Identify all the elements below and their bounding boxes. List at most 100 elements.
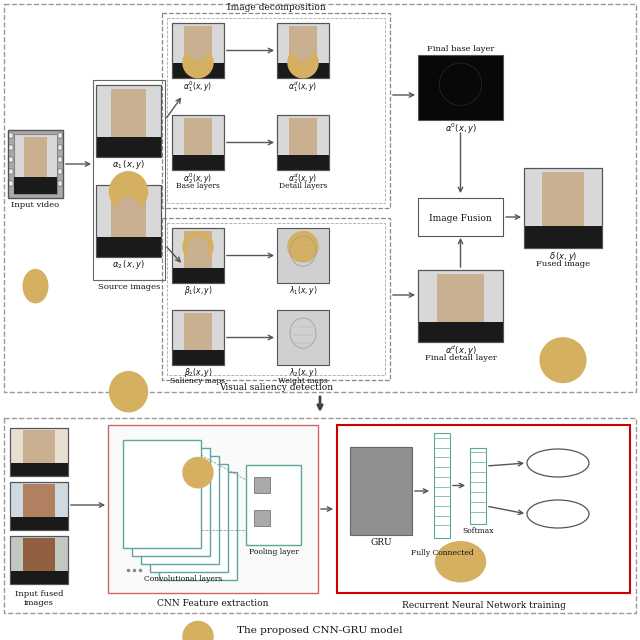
Text: $\alpha^d(x,y)$: $\alpha^d(x,y)$ (445, 344, 476, 358)
Text: Image Fusion: Image Fusion (429, 214, 492, 223)
Text: CNN Feature extraction: CNN Feature extraction (157, 599, 269, 608)
Text: The proposed CNN-GRU model: The proposed CNN-GRU model (237, 626, 403, 635)
Ellipse shape (115, 196, 142, 235)
Bar (96, 137, 161, 157)
Bar (437, 274, 484, 326)
Text: $\lambda_2(x,y)$: $\lambda_2(x,y)$ (289, 366, 317, 379)
Ellipse shape (292, 124, 314, 153)
Text: $\alpha_2^0(x,y)$: $\alpha_2^0(x,y)$ (183, 171, 212, 186)
Bar (58, 157, 62, 162)
Bar (277, 23, 329, 78)
Text: Input fused: Input fused (15, 590, 63, 598)
Text: $\lambda_1(x,y)$: $\lambda_1(x,y)$ (289, 284, 317, 297)
Ellipse shape (188, 31, 209, 61)
Bar (418, 55, 503, 120)
Ellipse shape (27, 543, 51, 569)
Bar (23, 538, 55, 573)
Bar (418, 270, 503, 342)
Ellipse shape (182, 457, 214, 488)
Bar (277, 310, 329, 365)
Ellipse shape (27, 489, 51, 515)
Text: $\alpha_2\,(x,y)$: $\alpha_2\,(x,y)$ (112, 258, 145, 271)
Bar (23, 431, 55, 465)
Bar (246, 465, 301, 545)
Ellipse shape (182, 231, 214, 262)
Bar (58, 145, 62, 150)
Ellipse shape (435, 541, 486, 582)
Bar (289, 118, 317, 157)
Text: GRU: GRU (370, 538, 392, 547)
Bar (4, 4, 636, 392)
Ellipse shape (22, 269, 49, 303)
Text: $\alpha_1^d(x,y)$: $\alpha_1^d(x,y)$ (289, 79, 317, 94)
Bar (470, 448, 486, 524)
Bar (8, 130, 63, 198)
Ellipse shape (188, 318, 209, 348)
Bar (167, 223, 385, 375)
Bar (172, 115, 224, 170)
Bar (337, 425, 630, 593)
Bar (23, 484, 55, 519)
Ellipse shape (547, 180, 579, 223)
Text: Detail layers: Detail layers (279, 182, 327, 190)
Bar (277, 228, 329, 283)
Bar (541, 172, 584, 230)
Text: Input video: Input video (12, 201, 60, 209)
Ellipse shape (109, 171, 148, 212)
Bar (96, 85, 161, 157)
Bar (289, 26, 317, 65)
Bar (10, 571, 68, 584)
Bar (9, 181, 13, 186)
Text: Pooling layer: Pooling layer (248, 548, 298, 556)
Bar (111, 88, 147, 140)
Bar (172, 23, 224, 78)
Bar (434, 433, 450, 538)
Bar (58, 169, 62, 174)
Bar (277, 115, 329, 170)
Bar (184, 26, 212, 65)
Bar (96, 85, 161, 157)
Text: Saliency maps: Saliency maps (170, 377, 225, 385)
Ellipse shape (287, 231, 319, 262)
Text: images: images (24, 599, 54, 607)
Text: Live: Live (548, 461, 568, 470)
Bar (10, 536, 68, 584)
Bar (172, 310, 224, 365)
Bar (150, 464, 228, 572)
Bar (10, 482, 68, 530)
Ellipse shape (527, 500, 589, 528)
Bar (172, 63, 224, 78)
Bar (58, 133, 62, 138)
Ellipse shape (182, 47, 214, 79)
Ellipse shape (188, 236, 209, 266)
Text: Softmax: Softmax (462, 527, 493, 535)
Bar (10, 482, 68, 530)
Bar (132, 448, 210, 556)
Bar (162, 218, 390, 380)
Bar (10, 516, 68, 530)
Bar (277, 155, 329, 170)
Bar (141, 456, 219, 564)
Ellipse shape (27, 435, 51, 461)
Bar (524, 226, 602, 248)
Bar (172, 23, 224, 78)
Text: Recurrent Neural Network training: Recurrent Neural Network training (401, 601, 565, 610)
Ellipse shape (540, 337, 587, 383)
Text: Image decomposition: Image decomposition (227, 3, 325, 12)
Bar (123, 440, 201, 548)
Bar (172, 228, 224, 283)
Bar (14, 134, 57, 194)
Bar (10, 428, 68, 476)
Text: Weight maps: Weight maps (278, 377, 328, 385)
Bar (96, 185, 161, 257)
Ellipse shape (109, 371, 148, 413)
Text: $\alpha_1^0(x,y)$: $\alpha_1^0(x,y)$ (183, 79, 212, 94)
Bar (418, 198, 503, 236)
Text: Convolutional layers: Convolutional layers (144, 575, 222, 583)
Bar (172, 228, 224, 283)
Bar (254, 510, 270, 526)
Bar (14, 177, 57, 194)
Text: Final detail layer: Final detail layer (424, 354, 497, 362)
Bar (254, 477, 270, 493)
Bar (277, 23, 329, 78)
